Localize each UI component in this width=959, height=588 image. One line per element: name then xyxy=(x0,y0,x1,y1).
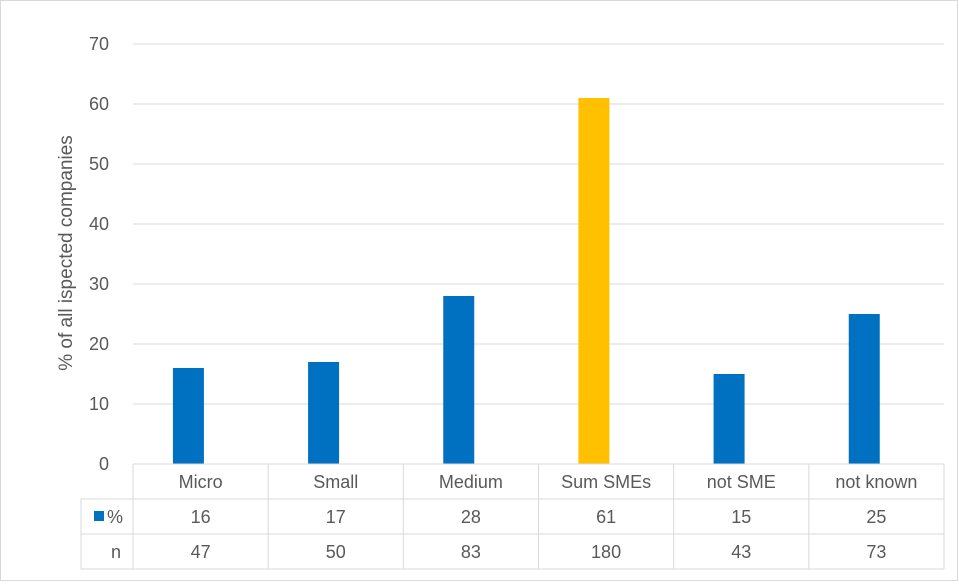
data-table: Micro Small Medium Sum SMEs not SME not known… xyxy=(80,463,945,570)
table-cell-value: 61 xyxy=(596,507,616,527)
table-cell-value: 17 xyxy=(326,507,346,527)
table-cell-value: 47 xyxy=(191,542,211,562)
table-cell-value: 16 xyxy=(191,507,211,527)
bar-not-known xyxy=(848,314,880,464)
y-tick-label: 30 xyxy=(89,274,109,294)
table-cell-value: 83 xyxy=(461,542,481,562)
y-axis: 0 10 20 30 40 50 60 70 xyxy=(89,34,109,474)
bar-micro xyxy=(172,368,204,464)
bar-sum-smes xyxy=(578,98,610,464)
bars xyxy=(172,98,880,464)
table-cell-value: 43 xyxy=(731,542,751,562)
y-axis-label: % of all ispected companies xyxy=(56,135,77,371)
gridlines xyxy=(133,43,944,405)
bar-not-sme xyxy=(713,374,745,464)
legend-key-swatch xyxy=(94,511,104,521)
table-cell-value: 28 xyxy=(461,507,481,527)
table-row-label: % xyxy=(107,507,123,527)
table-cell-value: 73 xyxy=(866,542,886,562)
x-category-label: Medium xyxy=(439,472,503,492)
y-tick-label: 40 xyxy=(89,214,109,234)
y-tick-label: 50 xyxy=(89,154,109,174)
bar-small xyxy=(308,362,340,464)
x-category-label: not SME xyxy=(707,472,776,492)
table-cell-value: 180 xyxy=(591,542,621,562)
x-category-label: not known xyxy=(835,472,917,492)
y-tick-label: 0 xyxy=(99,454,109,474)
x-category-label: Small xyxy=(313,472,358,492)
bar-medium xyxy=(443,296,475,464)
table-row-label: n xyxy=(111,542,121,562)
y-tick-label: 10 xyxy=(89,394,109,414)
y-tick-label: 70 xyxy=(89,34,109,54)
y-tick-label: 20 xyxy=(89,334,109,354)
table-cell-value: 25 xyxy=(866,507,886,527)
table-cell-value: 15 xyxy=(731,507,751,527)
x-category-label: Micro xyxy=(179,472,223,492)
y-tick-label: 60 xyxy=(89,94,109,114)
table-cell-value: 50 xyxy=(326,542,346,562)
x-category-label: Sum SMEs xyxy=(561,472,651,492)
